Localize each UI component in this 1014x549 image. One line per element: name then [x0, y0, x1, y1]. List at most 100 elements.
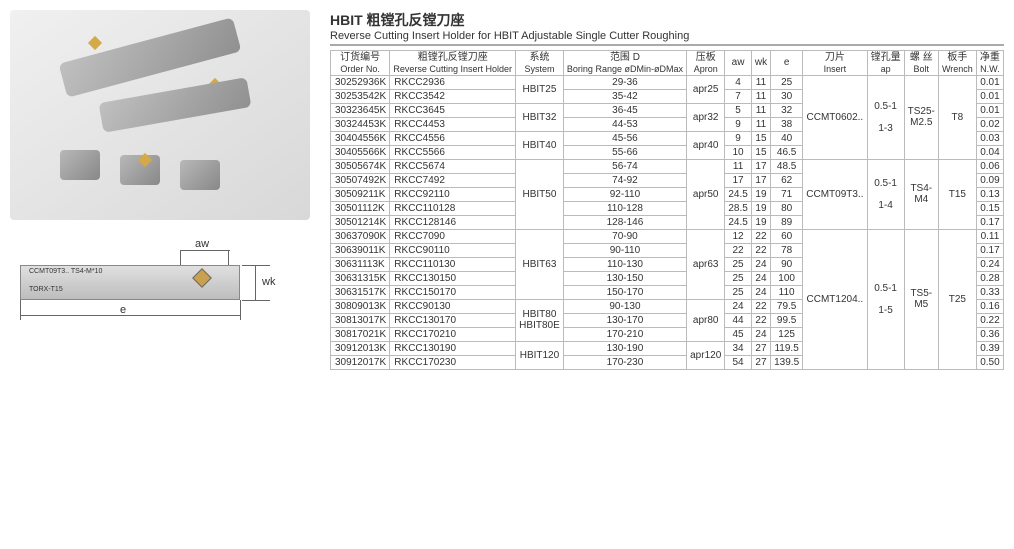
insert-cell: CCMT0602.. [803, 75, 867, 159]
table-row: 30252936KRKCC2936HBIT2529-36apr2541125CC… [331, 75, 1004, 89]
e-cell: 38 [771, 117, 803, 131]
aw-cell: 24.5 [725, 215, 752, 229]
nw-cell: 0.50 [976, 355, 1003, 369]
aw-cell: 25 [725, 271, 752, 285]
nw-cell: 0.06 [976, 159, 1003, 173]
holder-code: RKCC7492 [390, 173, 516, 187]
holder-code: RKCC2936 [390, 75, 516, 89]
system-cell: HBIT63 [516, 229, 564, 299]
holder-code: RKCC110130 [390, 257, 516, 271]
aw-cell: 25 [725, 285, 752, 299]
nw-cell: 0.01 [976, 75, 1003, 89]
e-cell: 40 [771, 131, 803, 145]
table-body: 30252936KRKCC2936HBIT2529-36apr2541125CC… [331, 75, 1004, 369]
range-cell: 29-36 [563, 75, 686, 89]
order-no: 30912017K [331, 355, 390, 369]
e-cell: 100 [771, 271, 803, 285]
nw-cell: 0.09 [976, 173, 1003, 187]
nw-cell: 0.13 [976, 187, 1003, 201]
wk-cell: 11 [751, 75, 770, 89]
aw-cell: 54 [725, 355, 752, 369]
nw-cell: 0.28 [976, 271, 1003, 285]
col-header: 粗镗孔反镗刀座Reverse Cutting Insert Holder [390, 51, 516, 76]
aw-cell: 5 [725, 103, 752, 117]
wk-cell: 15 [751, 131, 770, 145]
aw-cell: 25 [725, 257, 752, 271]
aw-cell: 7 [725, 89, 752, 103]
wk-cell: 11 [751, 103, 770, 117]
holder-code: RKCC130170 [390, 313, 516, 327]
nw-cell: 0.36 [976, 327, 1003, 341]
col-header: 压板Apron [687, 51, 725, 76]
apron-cell: apr25 [687, 75, 725, 103]
insert-text: CCMT09T3.. TS4-M*10 [29, 268, 102, 275]
apron-cell: apr50 [687, 159, 725, 229]
col-header: e [771, 51, 803, 76]
aw-cell: 44 [725, 313, 752, 327]
nw-cell: 0.17 [976, 243, 1003, 257]
e-cell: 48.5 [771, 159, 803, 173]
e-cell: 139.5 [771, 355, 803, 369]
order-no: 30505674K [331, 159, 390, 173]
holder-code: RKCC128146 [390, 215, 516, 229]
col-header: 螺 丝Bolt [904, 51, 938, 76]
wk-cell: 22 [751, 313, 770, 327]
title-cn: HBIT 粗镗孔反镗刀座 [330, 10, 1004, 30]
range-cell: 170-210 [563, 327, 686, 341]
nw-cell: 0.11 [976, 229, 1003, 243]
order-no: 30323645K [331, 103, 390, 117]
holder-code: RKCC4556 [390, 131, 516, 145]
wk-cell: 15 [751, 145, 770, 159]
holder-code: RKCC3542 [390, 89, 516, 103]
holder-code: RKCC110128 [390, 201, 516, 215]
range-cell: 170-230 [563, 355, 686, 369]
col-header: 镗孔量ap [867, 51, 904, 76]
e-label: e [120, 304, 126, 316]
nw-cell: 0.16 [976, 299, 1003, 313]
aw-cell: 28.5 [725, 201, 752, 215]
col-header: aw [725, 51, 752, 76]
aw-cell: 45 [725, 327, 752, 341]
range-cell: 110-128 [563, 201, 686, 215]
col-header: 系统System [516, 51, 564, 76]
nw-cell: 0.01 [976, 89, 1003, 103]
range-cell: 35-42 [563, 89, 686, 103]
nw-cell: 0.02 [976, 117, 1003, 131]
order-no: 30501214K [331, 215, 390, 229]
e-cell: 62 [771, 173, 803, 187]
nw-cell: 0.15 [976, 201, 1003, 215]
holder-code: RKCC4453 [390, 117, 516, 131]
wrench-cell: T25 [938, 229, 976, 369]
nw-cell: 0.33 [976, 285, 1003, 299]
order-no: 30813017K [331, 313, 390, 327]
wk-cell: 22 [751, 299, 770, 313]
holder-code: RKCC130190 [390, 341, 516, 355]
order-no: 30253542K [331, 89, 390, 103]
bolt-cell: TS5- M5 [904, 229, 938, 369]
apron-cell: apr80 [687, 299, 725, 341]
order-no: 30324453K [331, 117, 390, 131]
nw-cell: 0.17 [976, 215, 1003, 229]
e-cell: 110 [771, 285, 803, 299]
dimension-diagram: aw CCMT09T3.. TS4-M*10 TORX-T15 wk e [10, 230, 290, 330]
table-row: 30505674KRKCC5674HBIT5056-74apr50111748.… [331, 159, 1004, 173]
nw-cell: 0.01 [976, 103, 1003, 117]
order-no: 30631113K [331, 257, 390, 271]
aw-label: aw [195, 238, 209, 250]
nw-cell: 0.03 [976, 131, 1003, 145]
product-photo [10, 10, 310, 220]
e-cell: 125 [771, 327, 803, 341]
aw-cell: 17 [725, 173, 752, 187]
holder-code: RKCC130150 [390, 271, 516, 285]
e-cell: 25 [771, 75, 803, 89]
title-block: HBIT 粗镗孔反镗刀座 Reverse Cutting Insert Hold… [330, 10, 1004, 46]
range-cell: 45-56 [563, 131, 686, 145]
order-no: 30509211K [331, 187, 390, 201]
col-header: 板手Wrench [938, 51, 976, 76]
e-cell: 71 [771, 187, 803, 201]
bolt-cell: TS4- M4 [904, 159, 938, 229]
wk-cell: 11 [751, 117, 770, 131]
holder-code: RKCC5674 [390, 159, 516, 173]
wk-cell: 19 [751, 201, 770, 215]
insert-cell: CCMT09T3.. [803, 159, 867, 229]
